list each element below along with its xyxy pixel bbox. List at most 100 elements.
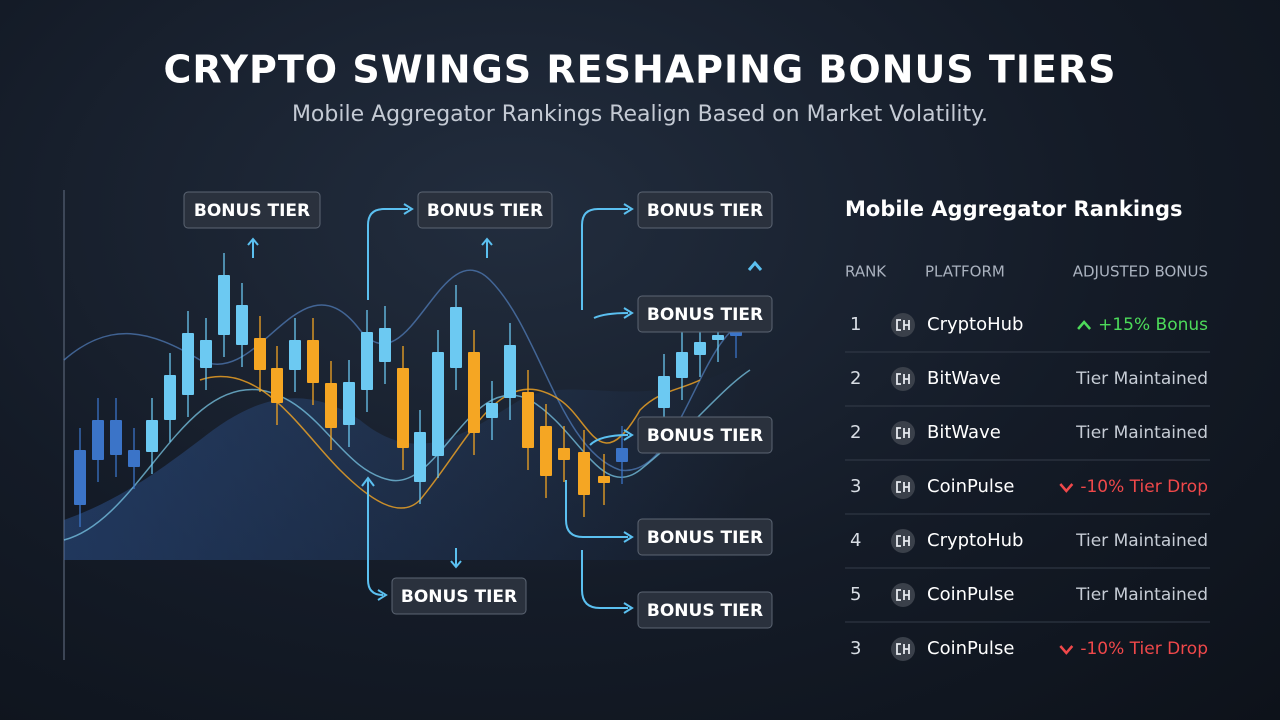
tier-label: BONUS TIER	[647, 201, 763, 221]
arrow	[361, 476, 375, 487]
candle-body	[712, 335, 724, 340]
column-header: PLATFORM	[925, 263, 1005, 281]
tier-label: BONUS TIER	[647, 528, 763, 548]
tier-tag	[183, 191, 321, 229]
candle-body	[558, 448, 570, 460]
candle-body	[379, 328, 391, 362]
candle-body	[414, 432, 426, 482]
arrow	[623, 307, 634, 319]
candle-body	[658, 376, 670, 408]
adjusted-bonus: +15% Bonus	[1098, 315, 1208, 335]
adjusted-bonus: Tier Maintained	[1075, 585, 1208, 605]
platform-icon	[891, 367, 915, 391]
adjusted-bonus: -10% Tier Drop	[1080, 477, 1208, 497]
tier-label: BONUS TIER	[647, 305, 763, 325]
platform-icon	[891, 637, 915, 661]
column-header: ADJUSTED BONUS	[1073, 263, 1208, 281]
area-glow	[64, 360, 750, 560]
rank: 2	[850, 368, 861, 389]
platform-icon-glyph	[896, 427, 910, 439]
arrow	[581, 550, 628, 609]
candle-body	[397, 368, 409, 448]
adjusted-bonus: -10% Tier Drop	[1080, 639, 1208, 659]
platform-name: CryptoHub	[927, 530, 1024, 551]
platform-icon-glyph	[896, 589, 910, 601]
platform-icon-glyph	[896, 481, 910, 493]
tier-tag	[637, 295, 773, 333]
candle-body	[200, 340, 212, 368]
tier-label: BONUS TIER	[194, 201, 310, 221]
candle-body	[271, 368, 283, 403]
rank: 3	[850, 638, 861, 659]
platform-icon	[891, 313, 915, 337]
tier-label: BONUS TIER	[427, 201, 543, 221]
tier-tags: BONUS TIER BONUS TIER BONUS TIER BONUS TIER…	[183, 191, 773, 629]
candle-body	[598, 476, 610, 483]
candle-body	[218, 275, 230, 335]
candle-body	[522, 392, 534, 448]
platform-icon-glyph	[896, 535, 910, 547]
tier-label: BONUS TIER	[647, 601, 763, 621]
tier-label: BONUS TIER	[401, 587, 517, 607]
table-rows: 1 CryptoHub +15% Bonus 2 BitWave Tier Maintai…	[845, 313, 1210, 661]
trend-icon	[1059, 645, 1074, 655]
arrow	[623, 602, 634, 614]
candle-body	[504, 345, 516, 398]
candle-body	[468, 352, 480, 433]
platform-name: BitWave	[927, 368, 1001, 389]
rank: 2	[850, 422, 861, 443]
candle-body	[343, 382, 355, 425]
tier-tag	[391, 577, 527, 615]
arrow	[623, 203, 634, 215]
arrow	[747, 260, 763, 271]
platform-icon	[891, 529, 915, 553]
tier-tag	[417, 191, 553, 229]
candle-body	[128, 450, 140, 467]
platform-name: BitWave	[927, 422, 1001, 443]
column-header: RANK	[845, 263, 887, 281]
platform-icon-glyph	[896, 319, 910, 331]
arrows	[247, 203, 763, 614]
platform-icon	[891, 475, 915, 499]
candle-body	[74, 450, 86, 505]
trend-icon	[1059, 483, 1074, 493]
candle-body	[450, 307, 462, 368]
arrow	[623, 429, 634, 441]
candle-body	[254, 338, 266, 370]
subtitle: Mobile Aggregator Rankings Realign Based…	[292, 102, 988, 127]
rank: 4	[850, 530, 861, 551]
rank: 3	[850, 476, 861, 497]
arrow	[481, 237, 493, 246]
arrow	[247, 237, 259, 246]
candle-body	[486, 403, 498, 418]
rank: 5	[850, 584, 861, 605]
platform-name: CryptoHub	[927, 314, 1024, 335]
platform-name: CoinPulse	[927, 476, 1014, 497]
candle-body	[676, 352, 688, 378]
rank: 1	[850, 314, 861, 335]
candle-body	[146, 420, 158, 452]
candle-body	[92, 420, 104, 460]
candle-body	[164, 375, 176, 420]
arrow	[367, 480, 384, 596]
arrow	[450, 560, 462, 569]
tier-tag	[637, 591, 773, 629]
title: CRYPTO SWINGS RESHAPING BONUS TIERS	[163, 48, 1116, 92]
adjusted-bonus: Tier Maintained	[1075, 369, 1208, 389]
tier-tag	[637, 191, 773, 229]
platform-name: CoinPulse	[927, 638, 1014, 659]
platform-icon-glyph	[896, 643, 910, 655]
candle-body	[540, 426, 552, 476]
platform-icon-glyph	[896, 373, 910, 385]
trend-icon	[1077, 320, 1092, 330]
candle-body	[325, 383, 337, 428]
adjusted-bonus: Tier Maintained	[1075, 531, 1208, 551]
arrow	[593, 312, 629, 319]
candles	[74, 253, 742, 527]
chart-illustration: BONUS TIER BONUS TIER BONUS TIER BONUS TIER…	[63, 190, 773, 660]
candle-body	[289, 340, 301, 370]
candle-body	[578, 452, 590, 495]
arrow	[367, 208, 408, 300]
arrow	[623, 531, 634, 543]
